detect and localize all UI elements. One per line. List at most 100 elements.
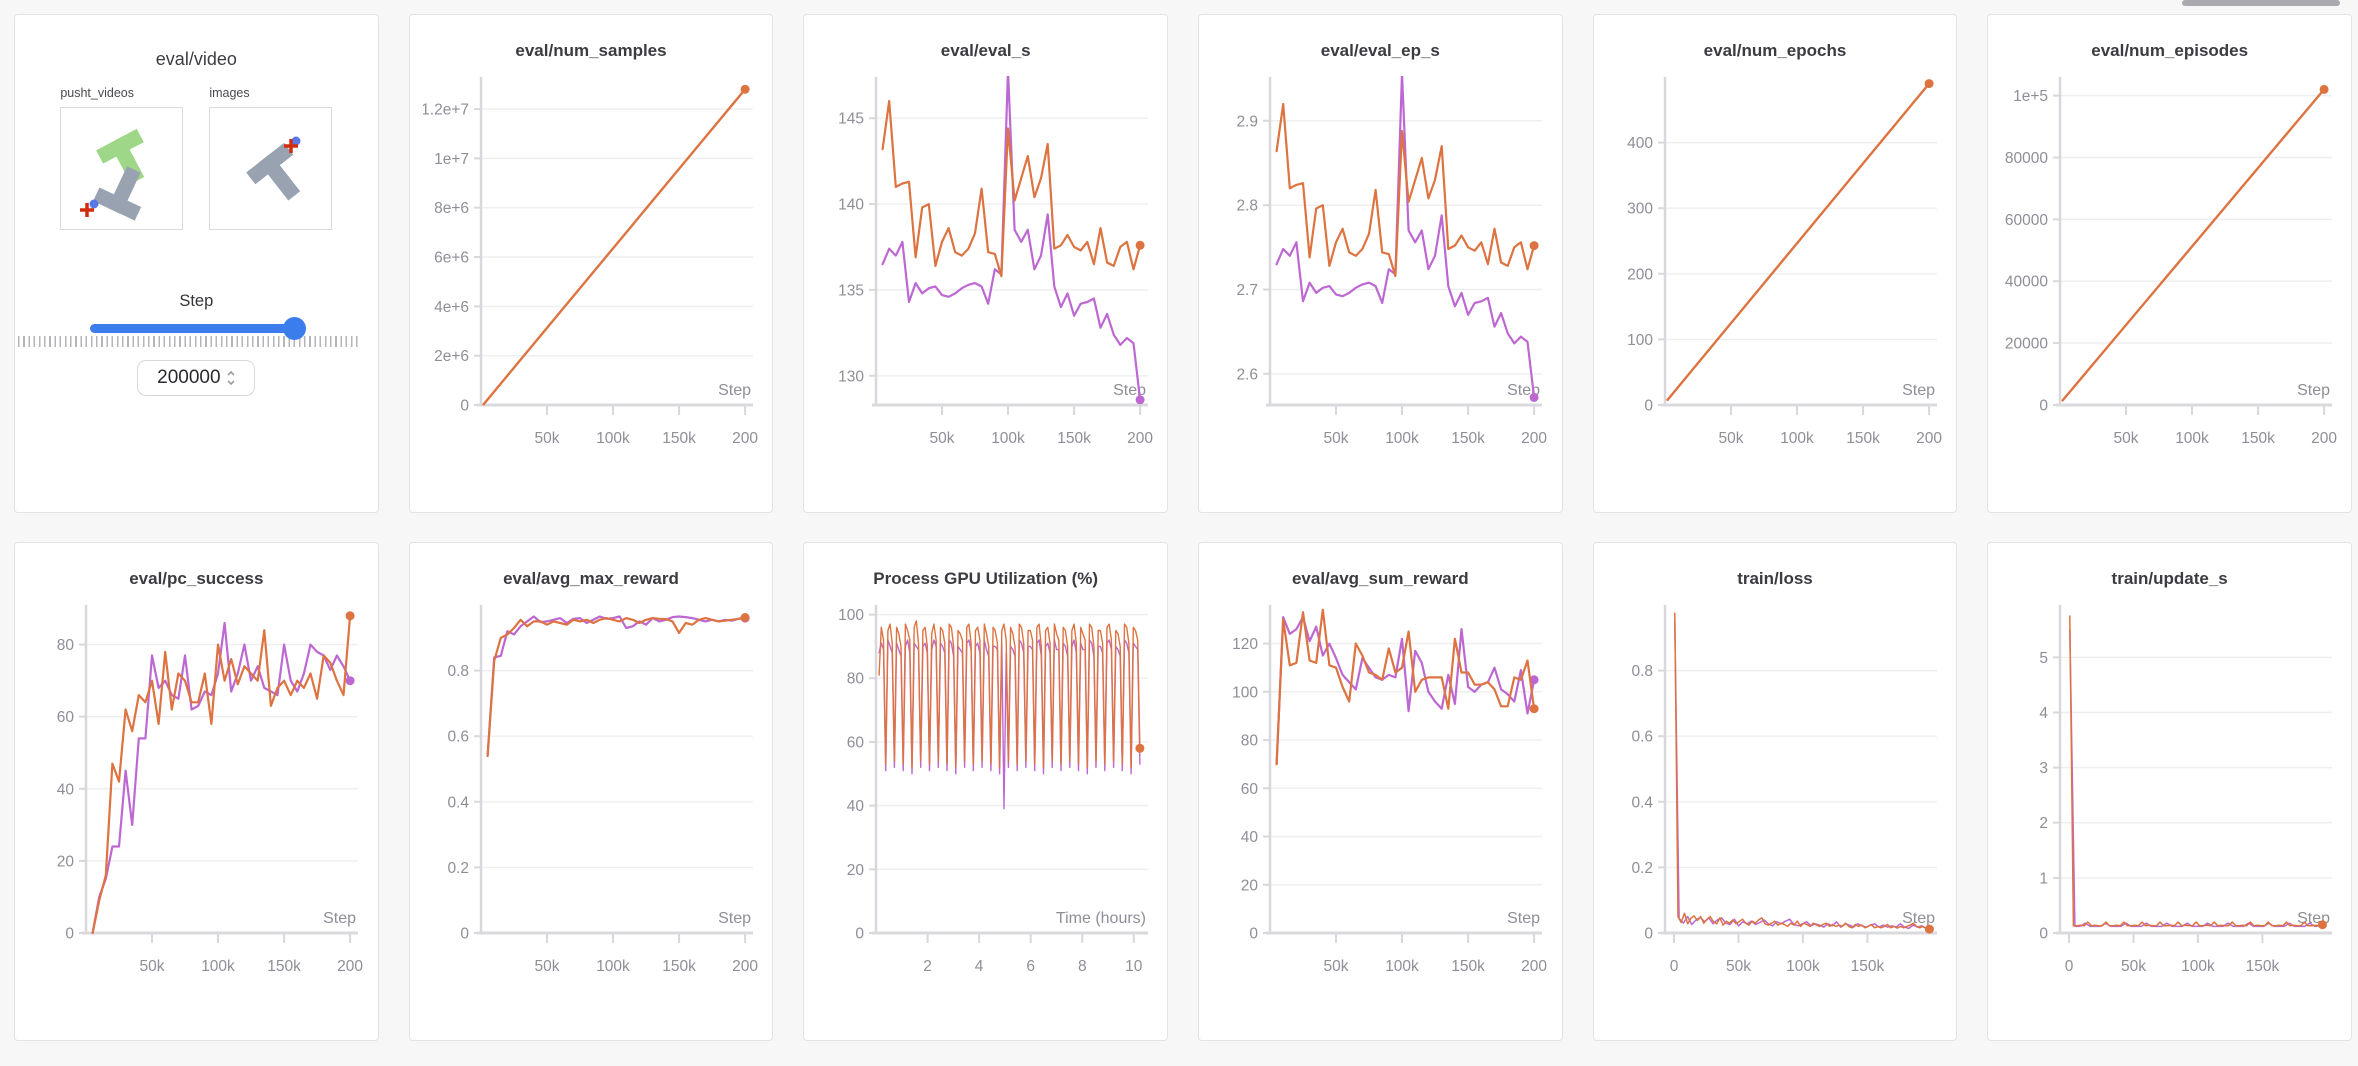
svg-text:120: 120 (1232, 636, 1258, 653)
svg-text:1e+5: 1e+5 (2013, 88, 2048, 105)
svg-text:0: 0 (460, 926, 469, 943)
svg-text:135: 135 (838, 282, 864, 299)
chart-canvas-pc_success[interactable]: 0 20 40 60 80 50k 100k 150k 200 Step (28, 599, 364, 995)
svg-text:100: 100 (1232, 684, 1258, 701)
goal-cross (284, 139, 299, 153)
svg-text:40000: 40000 (2005, 274, 2048, 291)
chart-canvas-gpu[interactable]: 0 20 40 60 80 100 2 4 6 8 10 Time (hours) (818, 599, 1154, 995)
svg-text:2.9: 2.9 (1237, 113, 1259, 130)
slider-track[interactable] (90, 324, 303, 333)
svg-text:100: 100 (1627, 332, 1653, 349)
panel-title: eval/avg_max_reward (503, 569, 679, 588)
panel-title: eval/pc_success (129, 569, 264, 588)
chart-canvas-num_episodes[interactable]: 0 20000 40000 60000 80000 1e+5 50k 100k 150k 200 S… (2002, 71, 2338, 467)
step-value[interactable]: 200000 (157, 367, 221, 388)
svg-text:100k: 100k (202, 958, 236, 975)
panel-title: eval/avg_sum_reward (1291, 569, 1469, 588)
svg-text:200: 200 (1521, 958, 1547, 975)
chart-canvas-avg_max_reward[interactable]: 0 0.2 0.4 0.6 0.8 50k 100k 150k 200 Step (423, 599, 759, 995)
svg-text:2e+6: 2e+6 (434, 348, 469, 365)
svg-text:200: 200 (1521, 430, 1547, 447)
svg-text:80: 80 (57, 637, 75, 654)
agent-dot (291, 136, 301, 146)
panel-num_epochs: eval/num_epochs 0 100 200 300 400 50k 100k 150k 2… (1592, 14, 1958, 513)
svg-text:150k: 150k (2245, 958, 2279, 975)
svg-text:60: 60 (57, 709, 75, 726)
panel-title: eval/num_samples (515, 41, 667, 60)
svg-text:60000: 60000 (2005, 212, 2048, 229)
svg-text:1e+7: 1e+7 (434, 151, 469, 168)
svg-text:300: 300 (1627, 201, 1653, 218)
svg-text:1.2e+7: 1.2e+7 (423, 102, 469, 119)
svg-text:200: 200 (1627, 266, 1653, 283)
svg-text:50k: 50k (1324, 958, 1349, 975)
svg-text:0.4: 0.4 (447, 794, 469, 811)
svg-text:150k: 150k (268, 958, 302, 975)
svg-text:5: 5 (2039, 650, 2048, 667)
svg-text:60: 60 (1241, 781, 1259, 798)
step-slider[interactable] (90, 317, 307, 340)
stepper-arrows-icon[interactable] (226, 369, 236, 387)
svg-text:0: 0 (2039, 398, 2048, 415)
chart-canvas-num_epochs[interactable]: 0 100 200 300 400 50k 100k 150k 200 Step (1607, 71, 1943, 467)
panel-pc_success: eval/pc_success 0 20 40 60 80 50k 100k 150k 200 St… (14, 542, 379, 1041)
svg-text:0: 0 (460, 398, 469, 415)
svg-text:Step: Step (323, 910, 356, 927)
slider-thumb[interactable] (283, 317, 307, 340)
svg-text:6: 6 (1026, 958, 1035, 975)
chart-canvas-avg_sum_reward[interactable]: 0 20 40 60 80 100 120 50k 100k 150k 200 Step (1212, 599, 1548, 995)
svg-text:50k: 50k (1324, 430, 1349, 447)
panel-eval_s: eval/eval_s 130 135 140 145 50k 100k 150k 200 Ste… (803, 14, 1168, 513)
svg-text:2.7: 2.7 (1237, 282, 1259, 299)
panel-num_episodes: eval/num_episodes 0 20000 40000 60000 80000 1e… (1987, 14, 2352, 513)
svg-text:2: 2 (923, 958, 932, 975)
svg-text:2: 2 (2039, 815, 2048, 832)
media-cell-pusht-videos: pusht_videos (60, 86, 184, 230)
svg-text:100k: 100k (2175, 430, 2209, 447)
agent-dot (89, 199, 99, 209)
horizontal-scrollbar[interactable] (2182, 0, 2340, 6)
panel-title: eval/num_epochs (1703, 41, 1847, 60)
svg-text:200: 200 (732, 958, 758, 975)
panel-gpu: Process GPU Utilization (%) 0 20 40 60 80 100 2… (803, 542, 1168, 1041)
step-number-input[interactable]: 200000 (137, 360, 256, 396)
panel-avg_sum_reward: eval/avg_sum_reward 0 20 40 60 80 100 120 50k 100… (1197, 542, 1563, 1041)
svg-text:50k: 50k (1726, 958, 1751, 975)
svg-text:150k: 150k (1452, 430, 1486, 447)
svg-text:6e+6: 6e+6 (434, 250, 469, 267)
svg-text:150k: 150k (662, 430, 696, 447)
svg-text:8: 8 (1078, 958, 1087, 975)
svg-text:2.8: 2.8 (1237, 198, 1259, 215)
svg-text:50k: 50k (2113, 430, 2138, 447)
svg-text:20: 20 (846, 862, 864, 879)
svg-text:3: 3 (2039, 760, 2048, 777)
panel-title: train/update_s (2111, 569, 2228, 588)
svg-text:0.6: 0.6 (447, 729, 469, 746)
svg-text:Time (hours): Time (hours) (1056, 910, 1146, 927)
panel-num_samples: eval/num_samples 0 2e+6 4e+6 6e+6 8e+6 1e+7 1.2… (408, 14, 774, 513)
pusht-scene-image (80, 128, 145, 221)
chart-canvas-num_samples[interactable]: 0 2e+6 4e+6 6e+6 8e+6 1e+7 1.2e+7 50k 100k 150k 20… (423, 71, 759, 467)
slider-tick-ruler (18, 336, 358, 347)
svg-text:100k: 100k (596, 958, 630, 975)
svg-text:50k: 50k (140, 958, 165, 975)
svg-text:10: 10 (1125, 958, 1143, 975)
panel-update_s: train/update_s 0 1 2 3 4 5 0 50k 100k 150k Step (1987, 542, 2352, 1041)
panel-title: eval/num_episodes (2091, 41, 2249, 60)
svg-text:200: 200 (1127, 430, 1153, 447)
video-thumbnail-pusht[interactable] (60, 107, 184, 230)
panel-title: Process GPU Utilization (%) (873, 569, 1099, 588)
goal-cross (80, 203, 95, 217)
svg-text:0.4: 0.4 (1631, 794, 1653, 811)
svg-text:50k: 50k (2121, 958, 2146, 975)
image-thumbnail[interactable] (209, 107, 333, 230)
svg-text:140: 140 (838, 197, 864, 214)
svg-text:80: 80 (1241, 733, 1259, 750)
svg-text:150k: 150k (662, 958, 696, 975)
svg-text:150k: 150k (1452, 958, 1486, 975)
panel-avg_max_reward: eval/avg_max_reward 0 0.2 0.4 0.6 0.8 50k 100k 1… (408, 542, 774, 1041)
chart-canvas-loss[interactable]: 0 0.2 0.4 0.6 0.8 0 50k 100k 150k Step (1607, 599, 1943, 995)
